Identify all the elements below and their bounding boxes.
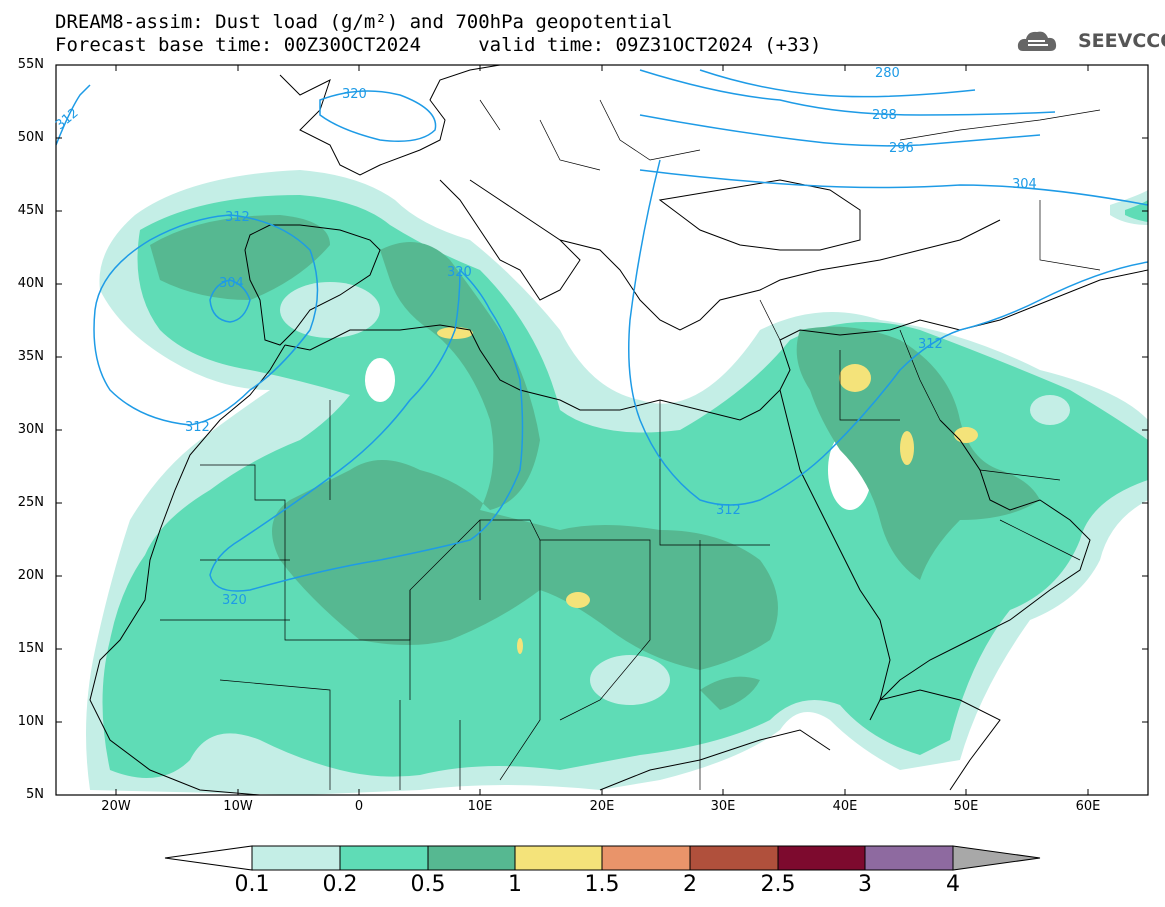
lat-label: 50N [17,130,44,145]
contour-label-280: 280 [875,66,900,81]
lat-label: 25N [17,495,44,510]
colorbar-swatch [689,845,779,871]
contour-label-304: 304 [1012,177,1037,192]
lat-label: 10N [17,714,44,729]
forecast-times: Forecast base time: 00Z30OCT2024 valid t… [55,34,822,56]
contour-label-320: 320 [447,265,472,280]
colorbar-label: 0.1 [234,872,270,897]
colorbar-swatch [339,845,429,871]
lon-label: 60E [1075,799,1101,814]
borders [160,99,1101,790]
lon-label: 50E [953,799,979,814]
lon-label: 10E [467,799,493,814]
lon-label: 40E [832,799,858,814]
contour-label-312: 312 [225,210,250,225]
colorbar-swatch [864,845,954,871]
colorbar-under-arrow [164,845,253,871]
lat-label: 45N [17,203,44,218]
contour-label-312: 312 [918,337,943,352]
lat-label: 5N [26,787,44,802]
lat-label: 55N [17,57,44,72]
lat-label: 40N [17,276,44,291]
colorbar-label: 3 [858,872,872,897]
colorbar-swatch [601,845,691,871]
contour-label-312: 312 [716,503,741,518]
dust-band-1 [437,327,978,654]
colorbar-swatch [427,845,516,871]
lat-label: 15N [17,641,44,656]
lon-label: 0 [354,799,364,814]
colorbar-label: 2 [683,872,697,897]
seevccc-logo: SEEVCCC [1078,30,1165,52]
lat-label: 20N [17,568,44,583]
lon-label: 20W [101,799,131,814]
lon-label: 10W [223,799,253,814]
contour-label-320: 320 [342,87,367,102]
colorbar-swatch [251,845,341,871]
contour-label-288: 288 [872,108,897,123]
lon-label: 20E [589,799,615,814]
colorbar [164,845,1041,871]
axis-ticks [56,64,1148,796]
lat-label: 35N [17,349,44,364]
colorbar-label: 2.5 [760,872,796,897]
contour-label-296: 296 [889,141,914,156]
colorbar-label: 1.5 [584,872,620,897]
lat-label: 30N [17,422,44,437]
colorbar-over-arrow [952,845,1041,871]
colorbar-label: 0.2 [322,872,358,897]
contour-label-312: 312 [185,420,210,435]
lon-label: 30E [710,799,736,814]
contour-label-320: 320 [222,593,247,608]
colorbar-swatch [777,845,866,871]
contour-label-304: 304 [219,276,244,291]
map-title: DREAM8-assim: Dust load (g/m²) and 700hP… [55,11,673,33]
colorbar-label: 0.5 [410,872,446,897]
colorbar-swatch [514,845,603,871]
colorbar-label: 1 [508,872,522,897]
colorbar-label: 4 [946,872,960,897]
cloud-icon [1017,31,1057,51]
